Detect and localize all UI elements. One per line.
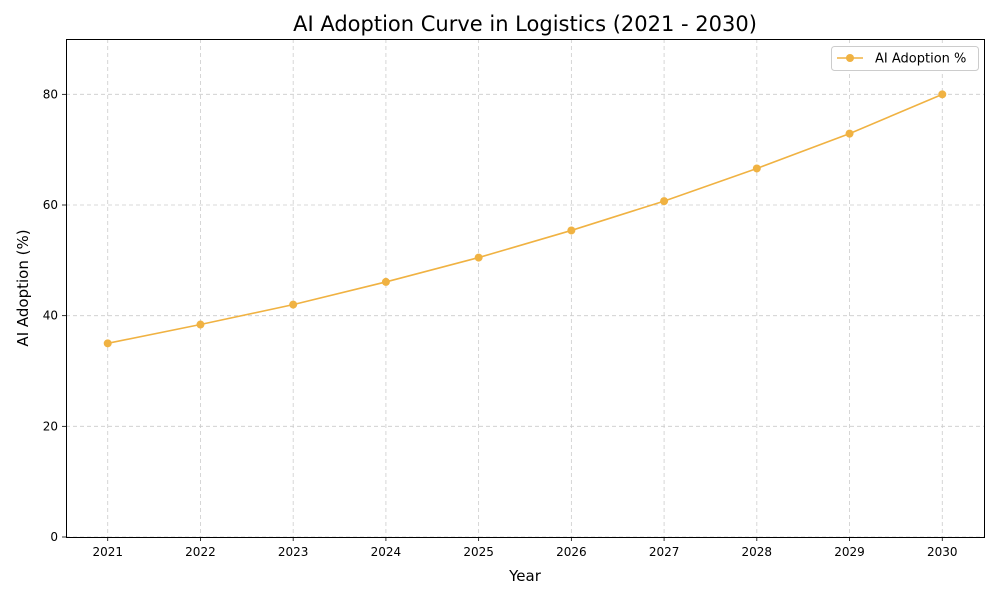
data-point: [103, 339, 112, 348]
x-tick-label: 2021: [92, 545, 123, 559]
legend-marker-swatch: [846, 54, 854, 62]
y-tick-label: 80: [43, 87, 58, 101]
x-axis-label: Year: [508, 567, 542, 585]
x-tick-label: 2026: [556, 545, 587, 559]
y-tick-label: 0: [50, 530, 58, 544]
x-tick-label: 2030: [927, 545, 958, 559]
legend-box: [831, 46, 979, 71]
x-axis-ticks: 2021 2022 2023 2024 2025 2026 2027 2028 2029 2030: [92, 537, 958, 559]
y-tick-label: 60: [43, 198, 58, 212]
chart-title: AI Adoption Curve in Logistics (2021 - 2…: [293, 12, 757, 36]
y-axis-ticks: 0 20 40 60 80: [43, 87, 66, 544]
y-tick-label: 20: [43, 419, 58, 433]
data-point: [289, 300, 298, 309]
y-tick-label: 40: [43, 309, 58, 323]
data-point: [474, 253, 483, 262]
data-point: [196, 320, 205, 329]
x-tick-label: 2023: [278, 545, 309, 559]
series-layer: [103, 90, 947, 348]
x-tick-label: 2029: [834, 545, 865, 559]
x-tick-label: 2024: [371, 545, 402, 559]
x-tick-label: 2027: [649, 545, 680, 559]
data-point: [938, 90, 947, 99]
plot-frame: [66, 39, 985, 538]
y-axis-label: AI Adoption (%): [14, 229, 32, 346]
legend: AI Adoption %: [831, 46, 979, 71]
data-point: [567, 226, 576, 235]
x-tick-label: 2028: [742, 545, 773, 559]
data-point: [845, 129, 854, 138]
data-point: [381, 277, 390, 286]
data-point: [752, 164, 761, 173]
data-point: [660, 197, 669, 206]
x-tick-label: 2022: [185, 545, 216, 559]
legend-entry-label: AI Adoption %: [875, 52, 966, 67]
series-line: [107, 93, 943, 345]
grid-lines: [66, 39, 984, 538]
x-tick-label: 2025: [463, 545, 494, 559]
